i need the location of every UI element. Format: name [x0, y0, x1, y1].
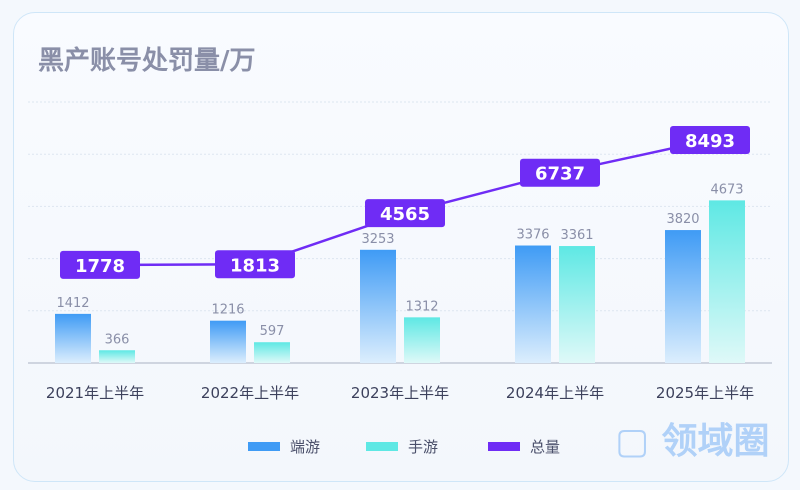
- total-label-box: [60, 250, 140, 279]
- bar-value-label: 3253: [361, 232, 394, 247]
- bar: [665, 230, 701, 363]
- bar: [709, 200, 745, 363]
- total-value-label: 4565: [380, 204, 430, 225]
- bar: [559, 246, 595, 363]
- total-label-box: [520, 158, 600, 187]
- bar: [99, 350, 135, 363]
- bar: [55, 313, 91, 363]
- bar-value-label: 366: [105, 332, 130, 347]
- x-tick-label: 2021年上半年: [46, 384, 144, 402]
- x-tick-label: 2023年上半年: [351, 384, 449, 402]
- bar-value-label: 1412: [56, 296, 89, 311]
- legend-item-pc[interactable]: 端游: [248, 436, 320, 457]
- total-value-label: 6737: [535, 164, 585, 185]
- bar-value-label: 3361: [560, 228, 593, 243]
- bar-value-label: 1216: [211, 303, 244, 318]
- chart-card: [13, 12, 789, 482]
- bar: [210, 320, 246, 363]
- watermark-logo: ▢ 领域圈: [615, 421, 770, 462]
- total-label-box: [670, 126, 750, 155]
- legend-item-total[interactable]: 总量: [488, 436, 560, 457]
- legend-label: 总量: [530, 438, 561, 456]
- bar-value-label: 3820: [666, 212, 699, 227]
- bar: [404, 317, 440, 363]
- bar-value-label: 4673: [710, 182, 743, 197]
- total-value-label: 1778: [75, 256, 125, 277]
- total-value-label: 1813: [230, 255, 280, 276]
- legend-label: 手游: [408, 438, 439, 456]
- total-value-label: 8493: [685, 131, 735, 152]
- legend-label: 端游: [290, 438, 321, 456]
- bar: [515, 245, 551, 363]
- total-label-box: [215, 250, 295, 279]
- x-tick-label: 2024年上半年: [506, 384, 604, 402]
- chart-title: 黑产账号处罚量/万: [38, 46, 256, 76]
- x-tick-label: 2025年上半年: [656, 384, 754, 402]
- x-tick-label: 2022年上半年: [201, 384, 299, 402]
- watermark-text: 领域圈: [661, 421, 770, 462]
- bar: [254, 342, 290, 363]
- total-label-box: [365, 199, 445, 228]
- bar: [360, 249, 396, 363]
- bar-value-label: 1312: [405, 299, 438, 314]
- bar-value-label: 3376: [516, 228, 549, 243]
- legend-swatch: [366, 442, 398, 451]
- bar-value-label: 597: [260, 324, 285, 339]
- legend-swatch: [248, 442, 280, 451]
- legend-swatch: [488, 442, 520, 451]
- legend-item-mobile[interactable]: 手游: [366, 436, 438, 457]
